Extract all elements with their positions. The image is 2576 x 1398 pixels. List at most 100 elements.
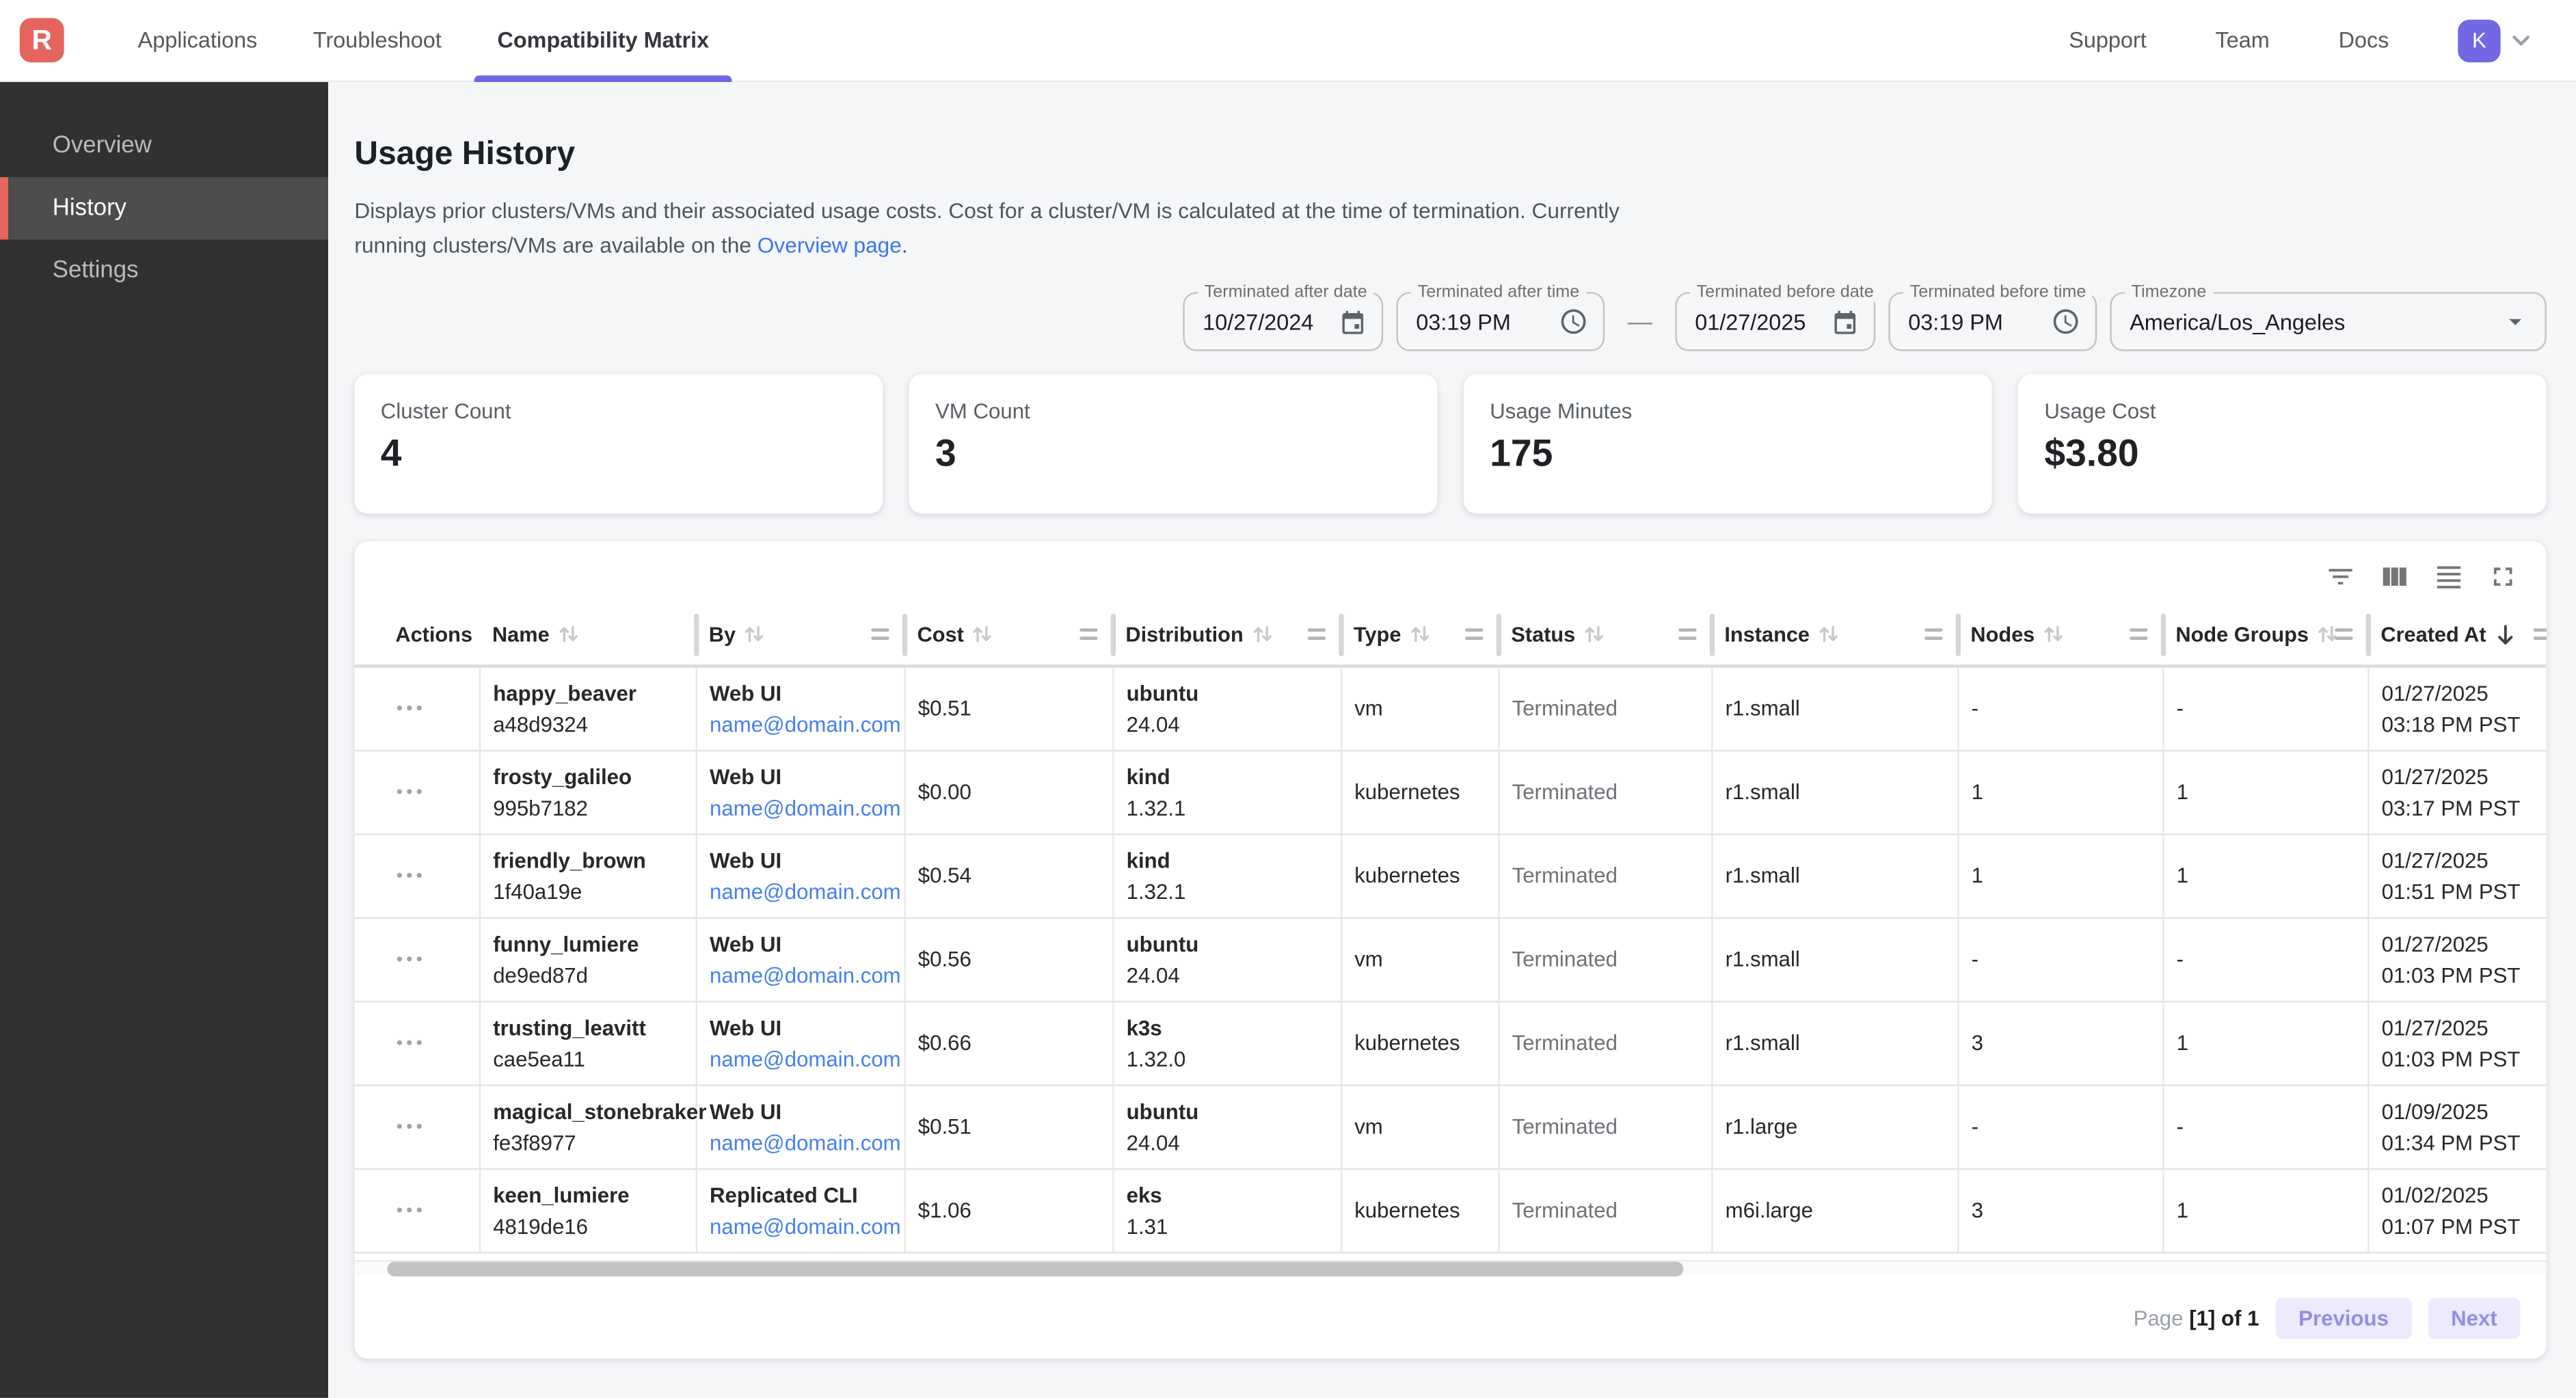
terminated-before-date-field[interactable]: Terminated before date 01/27/2025 — [1675, 282, 1881, 351]
terminated-after-date-field[interactable]: Terminated after date 10/27/2024 — [1183, 282, 1384, 351]
horizontal-scrollbar[interactable] — [354, 1259, 2547, 1276]
column-drag-handle[interactable] — [1465, 628, 1484, 641]
created-by-source: Web UI — [710, 1014, 782, 1040]
row-actions-button[interactable] — [390, 1034, 429, 1052]
column-header-status[interactable]: Status — [1498, 604, 1715, 668]
column-drag-handle[interactable] — [1079, 628, 1098, 641]
replicated-logo[interactable]: R — [19, 18, 64, 63]
sidebar-item-history[interactable]: History — [0, 177, 329, 240]
calendar-icon[interactable] — [1339, 308, 1367, 336]
column-drag-handle[interactable] — [871, 628, 889, 641]
column-drag-handle[interactable] — [2130, 628, 2148, 641]
type-value: kubernetes — [1354, 1198, 1460, 1223]
table-row: frosty_galileo 995b7182 Web UI name@doma… — [354, 749, 2547, 835]
distribution-version: 24.04 — [1126, 712, 1180, 736]
clock-icon[interactable] — [1559, 307, 1588, 336]
column-header-nodes[interactable]: Nodes — [1957, 604, 2166, 668]
tab-applications[interactable]: Applications — [137, 27, 258, 53]
column-header-by[interactable]: By — [695, 604, 908, 668]
row-actions-button[interactable] — [390, 1117, 429, 1135]
distribution-version: 24.04 — [1126, 1129, 1180, 1155]
next-page-button[interactable]: Next — [2428, 1297, 2521, 1339]
usage-history-table: Actions Name By Co — [354, 604, 2547, 1253]
column-drag-handle[interactable] — [1924, 628, 1943, 641]
support-link[interactable]: Support — [2069, 27, 2147, 53]
cluster-id: a48d9324 — [493, 712, 589, 736]
sorted-desc-icon[interactable] — [2493, 621, 2519, 647]
created-by-email-link[interactable]: name@domain.com — [710, 962, 901, 987]
column-header-type[interactable]: Type — [1340, 604, 1501, 668]
sort-icon[interactable] — [2316, 622, 2340, 647]
row-actions-button[interactable] — [390, 699, 429, 718]
sort-icon[interactable] — [1816, 622, 1841, 647]
terminated-after-time-field[interactable]: Terminated after time 03:19 PM — [1396, 282, 1605, 351]
field-value: 03:19 PM — [1908, 309, 2003, 334]
caret-down-icon[interactable] — [2501, 307, 2530, 336]
page-title: Usage History — [354, 136, 576, 173]
field-label: Terminated before time — [1903, 282, 2093, 302]
sort-icon[interactable] — [556, 622, 580, 647]
created-by-email-link[interactable]: name@domain.com — [710, 794, 901, 820]
row-actions-button[interactable] — [390, 866, 429, 885]
column-header-distribution[interactable]: Distribution — [1112, 604, 1344, 668]
show-hide-columns-icon[interactable] — [2372, 554, 2415, 597]
created-by-email-link[interactable]: name@domain.com — [710, 1213, 901, 1238]
column-header-instance[interactable]: Instance — [1711, 604, 1961, 668]
row-actions-button[interactable] — [390, 1200, 429, 1219]
column-drag-handle[interactable] — [1307, 628, 1326, 641]
fullscreen-icon[interactable] — [2481, 554, 2523, 597]
logo-letter: R — [31, 23, 52, 55]
column-header-node-groups[interactable]: Node Groups — [2162, 604, 2372, 668]
created-date: 01/27/2025 — [2381, 680, 2488, 705]
sort-icon[interactable] — [1582, 622, 1607, 647]
tab-compatibility-matrix[interactable]: Compatibility Matrix — [474, 0, 732, 81]
sort-icon[interactable] — [1408, 622, 1432, 647]
column-drag-handle[interactable] — [2335, 628, 2353, 641]
column-header-name[interactable]: Name — [479, 604, 699, 668]
clock-icon[interactable] — [2051, 307, 2080, 336]
created-by-email-link[interactable]: name@domain.com — [710, 1129, 901, 1155]
created-by-email-link[interactable]: name@domain.com — [710, 712, 901, 736]
sidebar-item-overview[interactable]: Overview — [52, 133, 152, 159]
created-by-email-link[interactable]: name@domain.com — [710, 1046, 901, 1071]
terminated-before-time-field[interactable]: Terminated before time 03:19 PM — [1888, 282, 2097, 351]
docs-link[interactable]: Docs — [2338, 27, 2389, 53]
avatar[interactable]: K — [2458, 18, 2501, 62]
page-indicator: Page [1] of 1 — [2134, 1305, 2259, 1330]
density-icon[interactable] — [2427, 554, 2469, 597]
cluster-name: magical_stonebraker — [493, 1098, 707, 1123]
tab-troubleshoot[interactable]: Troubleshoot — [312, 27, 442, 53]
calendar-icon[interactable] — [1831, 308, 1859, 336]
scrollbar-thumb[interactable] — [387, 1261, 1684, 1276]
created-date: 01/09/2025 — [2381, 1098, 2488, 1123]
sort-icon[interactable] — [970, 622, 995, 647]
row-actions-button[interactable] — [390, 782, 429, 801]
row-actions-button[interactable] — [390, 950, 429, 968]
stat-value: 3 — [935, 431, 956, 474]
table-row: friendly_brown 1f40a19e Web UI name@doma… — [354, 833, 2547, 918]
cost-value: $0.00 — [917, 779, 971, 804]
account-menu[interactable]: K — [2458, 18, 2533, 62]
sort-icon[interactable] — [742, 622, 767, 647]
column-header-created-at[interactable]: Created At — [2367, 604, 2547, 668]
sort-icon[interactable] — [2041, 622, 2066, 647]
filter-icon[interactable] — [2318, 554, 2361, 597]
sort-icon[interactable] — [1250, 622, 1274, 647]
description-text: Displays prior clusters/VMs and their as… — [354, 198, 1620, 257]
sidebar-item-settings[interactable]: Settings — [52, 257, 139, 284]
cluster-name: frosty_galileo — [493, 764, 632, 789]
created-by-email-link[interactable]: name@domain.com — [710, 878, 901, 904]
stat-card-usage-minutes: Usage Minutes 175 — [1463, 374, 1992, 514]
previous-page-button[interactable]: Previous — [2275, 1297, 2412, 1339]
created-date: 01/27/2025 — [2381, 1014, 2488, 1040]
sidebar: Overview History Settings — [0, 82, 329, 1398]
cost-value: $0.51 — [917, 696, 971, 721]
type-value: vm — [1354, 946, 1383, 971]
team-link[interactable]: Team — [2215, 27, 2270, 53]
column-header-cost[interactable]: Cost — [904, 604, 1116, 668]
overview-page-link[interactable]: Overview page — [757, 232, 902, 257]
timezone-select[interactable]: Timezone America/Los_Angeles — [2110, 282, 2547, 351]
column-drag-handle[interactable] — [2533, 628, 2547, 641]
status-value: Terminated — [1512, 1198, 1618, 1223]
column-drag-handle[interactable] — [1678, 628, 1697, 641]
